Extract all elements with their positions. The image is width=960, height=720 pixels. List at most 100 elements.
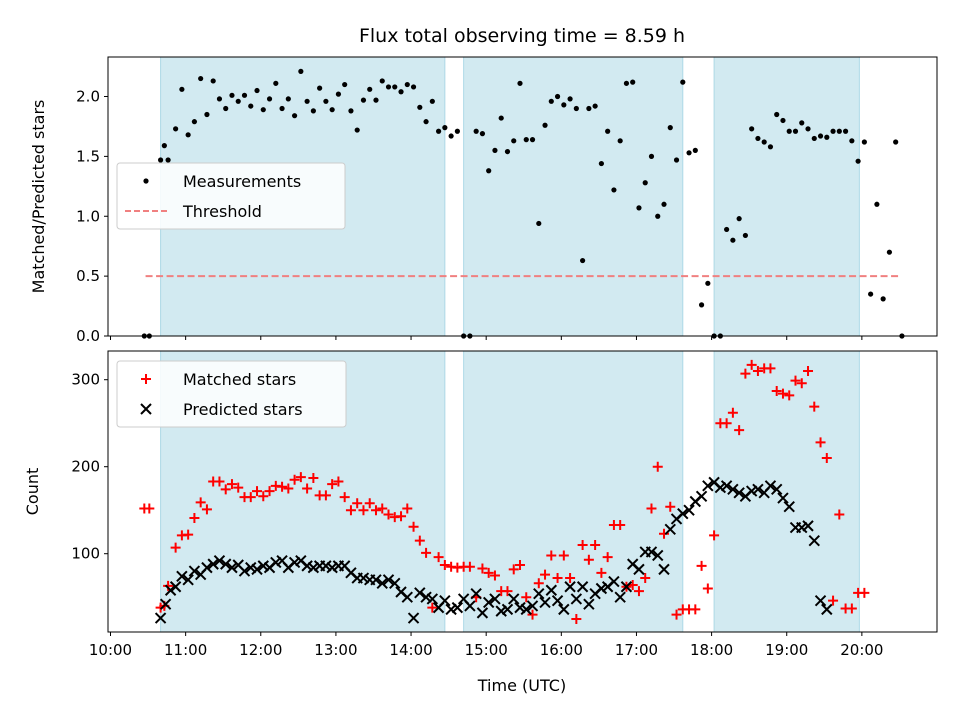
matched-stars-point <box>577 540 588 551</box>
matched-stars-point <box>784 390 795 401</box>
measurements-point <box>698 302 705 308</box>
matched-stars-point <box>502 586 513 597</box>
measurements-point <box>554 93 561 100</box>
matched-stars-point <box>552 573 563 584</box>
measurements-point <box>241 92 248 98</box>
predicted-stars-point <box>664 523 676 536</box>
predicted-stars-point <box>633 563 645 576</box>
matched-stars-point <box>727 407 738 418</box>
predicted-stars-point <box>470 588 482 600</box>
measurements-point <box>398 89 404 95</box>
predicted-stars-point <box>533 588 545 600</box>
x-tick-label: 12:00 <box>239 641 282 659</box>
predicted-stars-point <box>727 483 739 496</box>
measurements-point <box>342 81 348 88</box>
predicted-stars-point <box>677 507 689 520</box>
measurements-point <box>611 187 617 193</box>
predicted-stars-point <box>808 534 820 547</box>
measurements-point <box>317 85 323 91</box>
measurements-point <box>642 180 648 186</box>
measurements-point <box>335 91 342 97</box>
legend-predicted-label: Predicted stars <box>183 400 303 419</box>
measurements-point <box>304 98 310 104</box>
predicted-stars-point <box>220 558 232 570</box>
matched-stars-point <box>796 378 807 389</box>
predicted-stars-point <box>564 581 576 593</box>
measurements-point <box>161 143 167 149</box>
measurements-point <box>592 103 598 109</box>
measurements-point <box>492 147 498 153</box>
matched-stars-point <box>183 529 194 540</box>
predicted-stars-point <box>652 549 664 562</box>
matched-stars-point <box>189 513 200 524</box>
measurements-point <box>329 107 335 113</box>
matched-stars-point <box>352 498 363 509</box>
matched-stars-point <box>696 560 707 571</box>
y-tick-label: 1.5 <box>76 147 100 165</box>
y-tick-label: 100 <box>71 545 100 563</box>
matched-stars-point <box>815 437 826 448</box>
matched-stars-point <box>546 550 557 561</box>
predicted-stars-point <box>251 563 263 576</box>
measurements-point <box>567 96 573 102</box>
count-legend-box <box>116 360 347 428</box>
measurements-point <box>849 138 855 144</box>
matched-stars-point <box>295 472 306 483</box>
matched-stars-point <box>226 479 237 490</box>
measurements-point <box>648 153 655 159</box>
observing-window-2 <box>463 56 684 337</box>
matched-stars-point <box>233 482 244 493</box>
measurements-point <box>310 108 316 114</box>
measurements-point <box>605 128 611 134</box>
matched-stars-point <box>477 563 488 574</box>
count-x-ticks: 10:00 11:00 12:00 13:00 14:00 15:00 16:00 17:00… <box>89 632 883 659</box>
matched-stars-point <box>859 587 870 598</box>
matched-stars-point <box>803 366 814 377</box>
matched-stars-point <box>558 550 569 561</box>
measurements-point <box>473 128 479 134</box>
measurements-point <box>354 127 360 133</box>
measurements-point <box>598 160 604 167</box>
predicted-stars-point <box>777 492 789 504</box>
predicted-stars-point <box>551 594 564 607</box>
matched-stars-point <box>571 613 582 624</box>
matched-stars-point <box>327 479 338 490</box>
matched-stars-point <box>734 425 745 436</box>
predicted-stars-point <box>658 563 670 576</box>
predicted-stars-point <box>482 596 495 609</box>
x-tick-label: 19:00 <box>765 641 808 659</box>
matched-stars-point <box>596 567 607 578</box>
measurements-point <box>824 134 830 140</box>
matched-stars-point <box>540 569 551 580</box>
matched-stars-point <box>527 609 538 620</box>
matched-stars-point <box>170 542 181 553</box>
ratio-axes-frame <box>107 56 938 337</box>
predicted-stars-point <box>407 612 420 624</box>
x-tick-label: 18:00 <box>690 641 733 659</box>
matched-stars-point <box>740 368 751 379</box>
matched-stars-point <box>377 503 388 514</box>
measurements-point <box>542 122 548 128</box>
measurements-point <box>385 84 392 90</box>
measurements-point <box>842 128 849 134</box>
predicted-stars-point <box>558 603 570 616</box>
matched-stars-point <box>201 504 212 515</box>
matched-stars-point <box>514 560 525 571</box>
measurements-point <box>179 86 185 92</box>
matched-stars-point <box>483 567 494 578</box>
measurements-point <box>504 148 511 155</box>
measurements-point <box>379 78 385 84</box>
measurements-point <box>580 257 586 264</box>
measurements-point <box>417 104 423 110</box>
matched-stars-point <box>709 530 720 541</box>
measurements-point <box>173 126 179 132</box>
matched-stars-point <box>602 552 613 563</box>
matched-stars-point <box>721 418 732 429</box>
matched-stars-point <box>195 497 206 508</box>
ratio-y-axis-label: Matched/Predicted stars <box>29 100 48 294</box>
matched-stars-point <box>414 535 425 546</box>
matched-stars-point <box>245 492 256 503</box>
x-tick-label: 20:00 <box>840 641 883 659</box>
matched-stars-point <box>358 505 369 516</box>
count-y-axis-label: Count <box>23 468 42 516</box>
